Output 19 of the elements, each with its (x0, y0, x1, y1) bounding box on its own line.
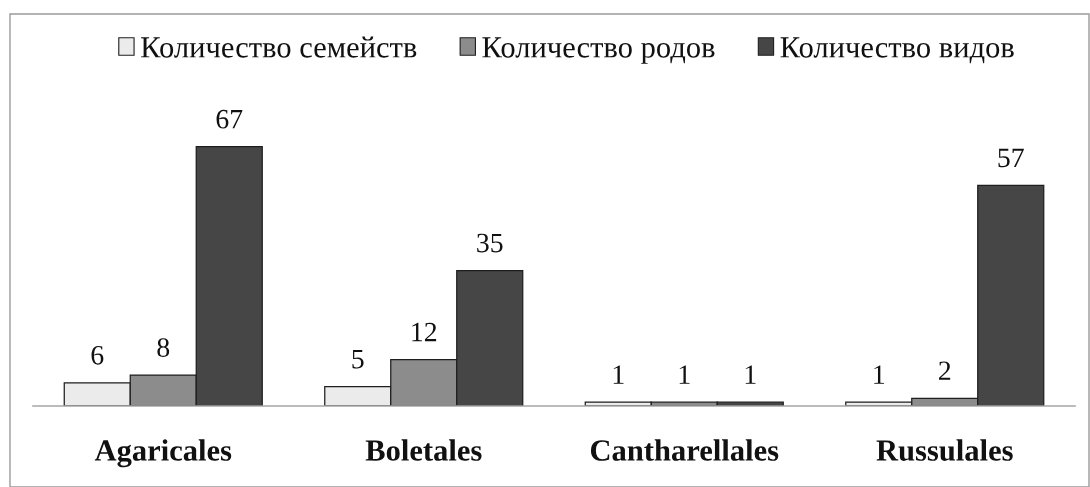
x-tick-label: Boletales (365, 439, 482, 461)
data-label: 6 (91, 345, 104, 365)
data-label: 2 (939, 361, 951, 380)
data-label: 1 (745, 365, 756, 384)
x-tick-label: Cantharellales (590, 439, 779, 461)
legend-label: Количество родов (482, 37, 715, 64)
x-tick-label: Russulales (876, 439, 1013, 461)
data-label: 35 (477, 233, 503, 253)
data-label: 67 (216, 109, 243, 129)
legend-label: Количество семейств (141, 36, 417, 58)
data-label: 12 (412, 322, 437, 342)
data-label: 8 (157, 338, 170, 357)
legend-label: Количество видов (780, 37, 1014, 64)
data-label: 5 (352, 350, 364, 369)
data-label: 1 (679, 365, 690, 384)
data-label: 1 (874, 365, 885, 384)
data-label: 57 (998, 148, 1024, 168)
data-label: 1 (613, 365, 624, 384)
x-tick-label: Agaricales (94, 439, 232, 468)
